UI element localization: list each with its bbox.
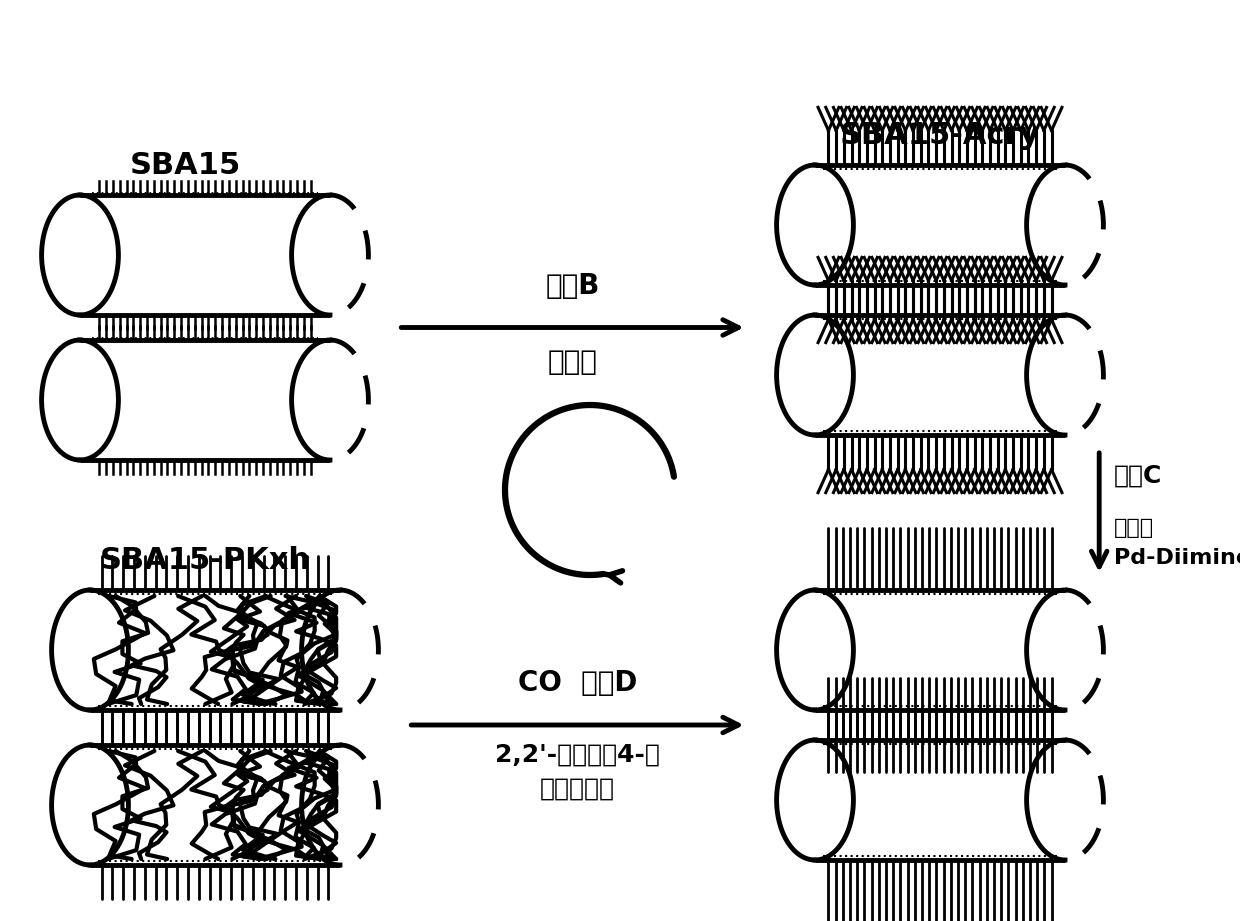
Text: 溶剂C: 溶剂C [1115,463,1163,487]
Text: 偶联剂: 偶联剂 [548,347,598,376]
Text: Pd-Diimine: Pd-Diimine [1115,547,1240,567]
Text: 溶剂B: 溶剂B [546,272,600,299]
Text: 2,2'-联吡啶、4-叔: 2,2'-联吡啶、4-叔 [495,743,660,767]
Text: 催化剂: 催化剂 [1115,518,1154,538]
Text: 丁基苯乙烯: 丁基苯乙烯 [539,777,615,801]
Text: SBA15-Acry: SBA15-Acry [839,121,1040,150]
Text: CO  溶剂D: CO 溶剂D [518,669,637,697]
Text: SBA15-PKxh: SBA15-PKxh [99,546,310,575]
Text: SBA15: SBA15 [129,151,241,180]
